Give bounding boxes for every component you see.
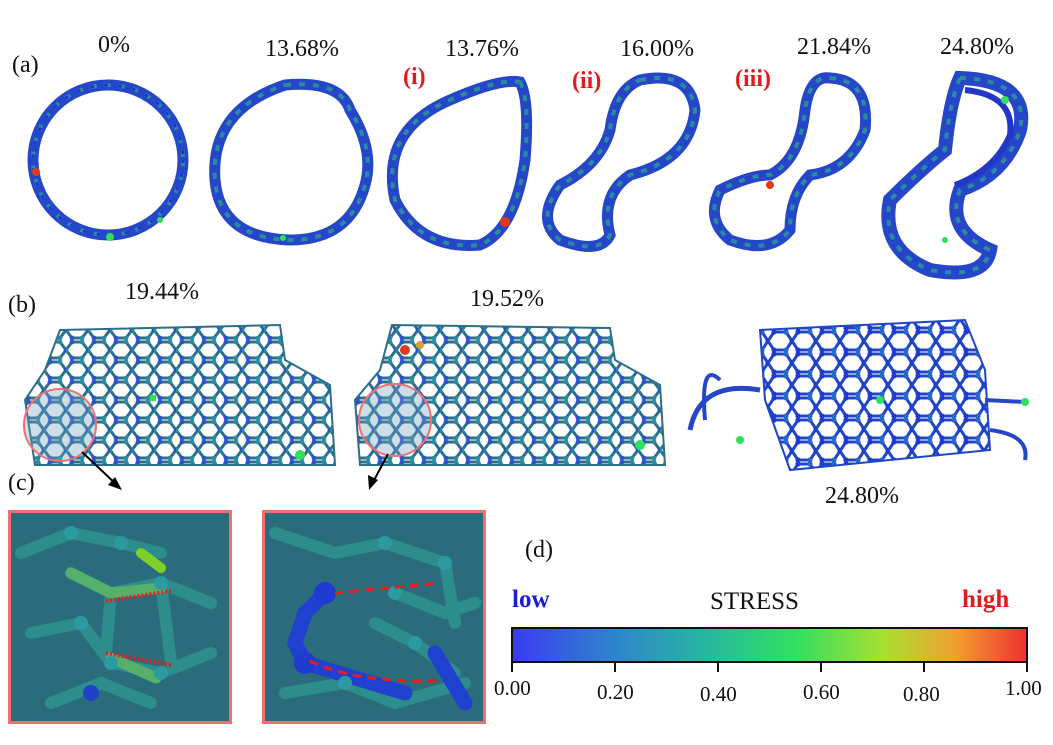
strain-label-a4: 16.00%	[620, 36, 694, 62]
inset-zoom-right	[262, 510, 486, 724]
colorbar-tick-marks	[511, 662, 1028, 672]
strain-label-a3: 13.76%	[445, 36, 519, 62]
inset-zoom-left	[8, 510, 232, 724]
colorbar-high-label: high	[962, 586, 1010, 613]
panel-label-a: (a)	[12, 52, 39, 78]
tube-24-80pct	[687, 318, 1029, 472]
strain-label-a1: 0%	[98, 32, 130, 58]
inset-right-art	[265, 513, 483, 721]
inset-left-art	[11, 513, 229, 721]
colorbar-tick-2: 0.40	[700, 682, 737, 706]
ring-21-84pct	[708, 72, 872, 252]
strain-label-a6: 24.80%	[940, 34, 1014, 60]
colorbar-tick-3: 0.60	[803, 680, 840, 704]
ring-16pct	[542, 72, 701, 252]
arrow-right	[368, 453, 389, 490]
arrow-left	[81, 451, 122, 490]
colorbar-tick-0: 0.00	[494, 676, 531, 700]
colorbar-tick-4: 0.80	[903, 682, 940, 706]
strain-label-a5: 21.84%	[797, 34, 871, 60]
strain-label-b1: 19.44%	[125, 279, 199, 305]
strain-label-b2: 19.52%	[470, 286, 544, 312]
colorbar-title: STRESS	[710, 588, 799, 615]
colorbar-gradient	[511, 627, 1028, 663]
marker-i: (i)	[403, 64, 426, 90]
ring-0pct	[27, 79, 189, 241]
ring-13-76pct	[386, 75, 533, 251]
strain-label-b3: 24.80%	[825, 483, 899, 509]
colorbar-low-label: low	[512, 586, 550, 613]
marker-ii: (ii)	[572, 68, 602, 94]
ring-13-68pct	[209, 78, 374, 246]
strain-label-a2: 13.68%	[265, 36, 339, 62]
tube-19-44pct	[23, 323, 337, 466]
panel-label-b: (b)	[8, 292, 36, 318]
colorbar-tick-5: 1.00	[1005, 676, 1042, 700]
panel-label-d: (d)	[525, 537, 553, 563]
colorbar-tick-1: 0.20	[597, 680, 634, 704]
ring-24-80pct	[881, 70, 1029, 280]
panel-label-c: (c)	[8, 470, 35, 496]
marker-iii: (iii)	[735, 66, 771, 92]
tube-19-52pct	[353, 323, 667, 466]
